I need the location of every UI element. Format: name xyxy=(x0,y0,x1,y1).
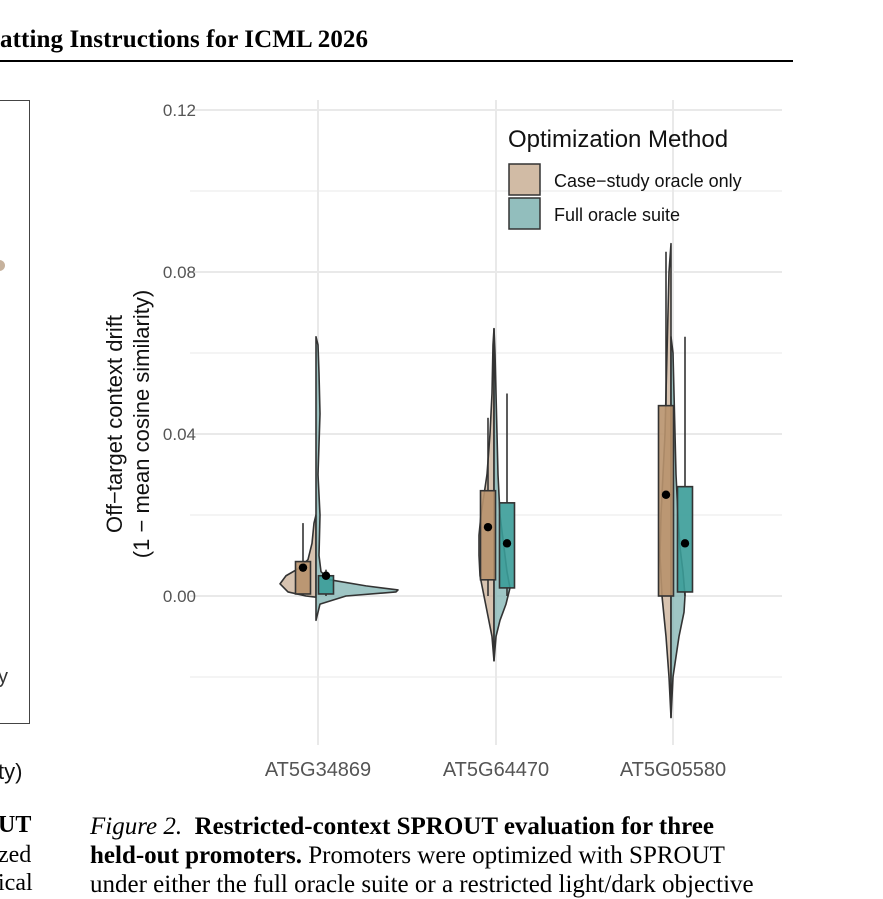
caption-text: Promoters were optimized with SPROUT xyxy=(302,842,725,869)
legend-label-case: Case−study oracle only xyxy=(554,171,742,191)
y-tick-label: 0.08 xyxy=(163,263,196,282)
x-tick-label: AT5G05580 xyxy=(620,759,726,781)
caption-title: Restricted-context SPROUT evaluation for… xyxy=(194,813,714,840)
header-rule xyxy=(0,60,793,62)
mean-point xyxy=(483,522,493,532)
box xyxy=(657,404,675,597)
left-chart-panel-fragment xyxy=(0,100,30,724)
mean-point xyxy=(661,490,671,499)
legend: Optimization Method Case−study oracle on… xyxy=(508,126,742,230)
left-chart-text-fragment: y xyxy=(0,666,8,688)
left-caption-fragment-2: zed xyxy=(0,842,32,868)
y-tick-label: 0.12 xyxy=(163,101,196,120)
y-tick-label: 0.04 xyxy=(163,425,196,444)
boxplots xyxy=(294,251,694,597)
violin-box-chart: 0.12 0.08 0.04 0.00 AT5G34869 AT5G64470 AT5G0… xyxy=(102,100,782,781)
caption-title-2: held-out promoters. xyxy=(90,842,303,869)
legend-label-full: Full oracle suite xyxy=(554,205,680,225)
y-axis-label-line1: Off−target context drift xyxy=(102,315,127,533)
caption-label: Figure 2. xyxy=(90,813,183,840)
left-caption-fragment-1: UT xyxy=(0,812,32,838)
legend-swatch-full xyxy=(508,197,541,230)
x-tick-label: AT5G34869 xyxy=(265,759,371,781)
caption-text-3: under either the full oracle suite or a … xyxy=(90,871,754,898)
violins xyxy=(279,242,686,719)
left-chart-point xyxy=(0,260,5,271)
y-tick-labels: 0.12 0.08 0.04 0.00 xyxy=(163,101,196,606)
left-caption-fragment-3: ical xyxy=(0,870,33,896)
x-tick-label: AT5G64470 xyxy=(443,759,549,781)
legend-swatch-case xyxy=(508,163,541,196)
left-chart-axis-label-fragment: ty) xyxy=(0,759,23,784)
running-header: atting Instructions for ICML 2026 xyxy=(0,26,369,53)
x-tick-labels: AT5G34869 AT5G64470 AT5G05580 xyxy=(265,759,726,781)
mean-point xyxy=(680,539,690,548)
mean-point xyxy=(321,571,331,580)
y-tick-label: 0.00 xyxy=(163,587,196,606)
box xyxy=(294,560,312,595)
legend-title: Optimization Method xyxy=(508,126,728,153)
box xyxy=(479,489,497,581)
mean-point xyxy=(298,563,308,572)
y-axis-label-line2: (1 − mean cosine similarity) xyxy=(129,290,154,558)
grid-layer xyxy=(190,100,782,745)
mean-point xyxy=(502,539,512,548)
